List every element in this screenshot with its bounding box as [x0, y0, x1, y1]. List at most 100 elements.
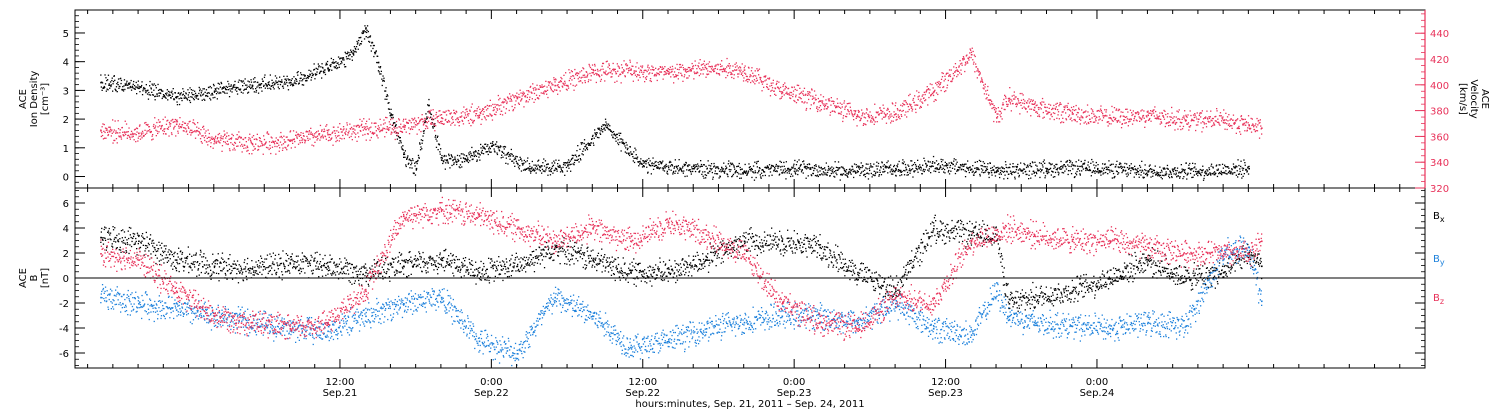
density-series-point — [668, 161, 671, 164]
velocity-series-point — [962, 59, 964, 61]
density-series-point — [217, 91, 219, 93]
density-series-point — [1201, 170, 1203, 172]
velocity-series-point — [204, 139, 206, 142]
velocity-series-point — [165, 133, 167, 135]
density-series-point — [445, 155, 447, 157]
velocity-series-point — [284, 141, 287, 143]
density-series-point — [1017, 172, 1019, 174]
velocity-series-point — [264, 143, 266, 145]
velocity-series-point — [896, 108, 899, 110]
density-series-point — [303, 74, 306, 76]
velocity-series-point — [110, 130, 112, 132]
density-series-point — [509, 154, 511, 156]
velocity-series-point — [249, 138, 251, 140]
velocity-series-point — [101, 126, 103, 128]
density-series-point — [441, 157, 443, 159]
density-series-point — [493, 144, 495, 146]
density-series-point — [1050, 164, 1052, 166]
velocity-series-point — [1019, 92, 1021, 95]
density-series-point — [859, 174, 861, 177]
density-series-point — [1206, 174, 1208, 176]
velocity-series-point — [1004, 94, 1006, 96]
density-series-point — [1001, 166, 1003, 168]
density-series-point — [1108, 169, 1110, 171]
velocity-series-point — [1020, 102, 1022, 104]
velocity-series-point — [287, 139, 289, 141]
velocity-series-point — [201, 135, 203, 137]
velocity-series-point — [813, 90, 816, 92]
density-series-point — [505, 162, 507, 164]
velocity-series-point — [977, 69, 979, 71]
velocity-series-point — [202, 125, 205, 127]
velocity-series-point — [884, 116, 886, 118]
density-series-point — [722, 170, 724, 172]
density-series-point — [755, 176, 757, 179]
velocity-series-point — [116, 142, 118, 144]
density-series-point — [728, 160, 730, 162]
density-series-point — [275, 82, 277, 84]
density-series-point — [991, 166, 994, 169]
velocity-series-point — [830, 104, 832, 106]
density-series-point — [564, 164, 566, 166]
velocity-series-point — [943, 86, 945, 88]
density-series-point — [1203, 177, 1205, 180]
velocity-series-point — [140, 132, 142, 134]
density-series-point — [575, 159, 577, 161]
velocity-series-point — [616, 80, 618, 82]
velocity-series-point — [892, 103, 894, 105]
velocity-series-point — [541, 86, 544, 88]
density-series-point — [828, 167, 830, 169]
density-series-point — [183, 95, 186, 97]
density-series-point — [987, 163, 989, 165]
density-series-point — [504, 146, 507, 148]
velocity-series-point — [509, 93, 511, 95]
velocity-series-point — [131, 136, 133, 138]
density-series-point — [978, 159, 981, 162]
density-series-point — [955, 163, 957, 165]
velocity-series-point — [329, 133, 331, 136]
velocity-series-point — [366, 120, 368, 122]
density-series-point — [727, 175, 729, 178]
velocity-series-point — [407, 122, 409, 124]
velocity-series-point — [885, 114, 887, 116]
velocity-series-point — [804, 94, 806, 96]
density-series-point — [189, 99, 191, 102]
density-series-point — [1004, 161, 1007, 163]
velocity-series-point — [777, 87, 780, 89]
velocity-series-point — [527, 93, 529, 96]
velocity-series-point — [228, 138, 230, 140]
density-series-point — [783, 165, 785, 167]
velocity-series-point — [871, 117, 873, 119]
velocity-series-point — [454, 113, 457, 115]
velocity-series-point — [617, 75, 620, 77]
velocity-series-point — [920, 106, 922, 108]
velocity-series-point — [930, 94, 933, 96]
density-series-point — [560, 167, 562, 169]
velocity-series-point — [413, 122, 415, 124]
density-series-point — [698, 171, 700, 173]
density-series-point — [1044, 162, 1046, 164]
velocity-series-point — [892, 120, 894, 122]
velocity-series-point — [427, 120, 430, 122]
density-series-point — [1165, 171, 1167, 173]
velocity-series-point — [652, 66, 654, 68]
density-series-point — [1151, 170, 1153, 173]
density-series-point — [1218, 172, 1220, 175]
velocity-series-point — [398, 119, 401, 121]
density-series-point — [826, 174, 828, 176]
density-series-point — [310, 79, 312, 81]
velocity-series-point — [629, 59, 631, 61]
density-series-point — [705, 174, 708, 177]
density-series-point — [768, 168, 770, 170]
density-series-point — [369, 36, 371, 38]
velocity-series-point — [682, 80, 684, 82]
velocity-series-point — [171, 133, 173, 136]
density-series-point — [264, 74, 266, 76]
velocity-series-point — [652, 68, 654, 71]
density-series-point — [967, 167, 969, 170]
density-series-point — [879, 169, 881, 171]
density-series-point — [1142, 170, 1144, 172]
velocity-series-point — [1009, 103, 1012, 105]
density-series-point — [559, 164, 561, 167]
density-series-point — [1126, 166, 1129, 169]
